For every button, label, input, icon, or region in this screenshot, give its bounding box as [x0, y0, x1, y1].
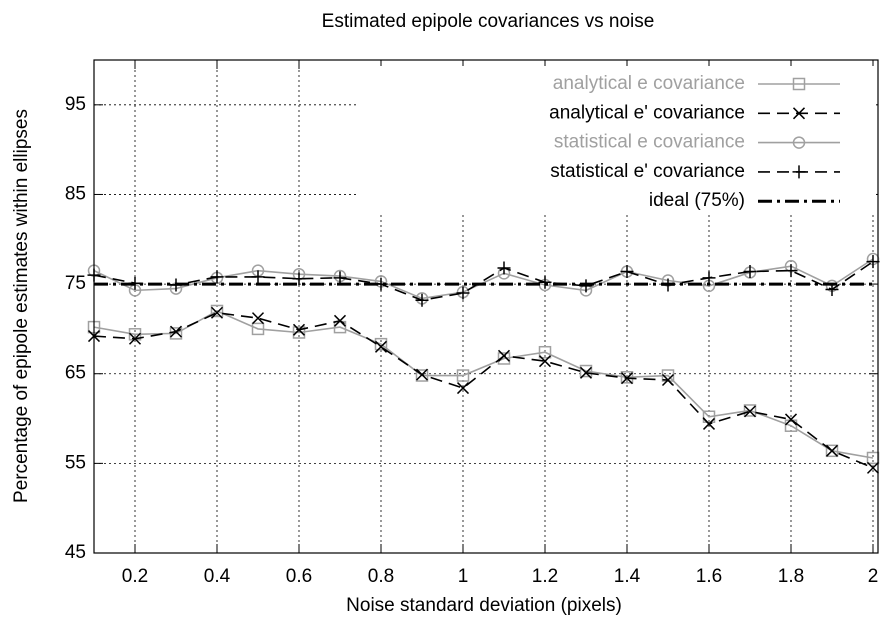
marker — [579, 366, 593, 379]
marker — [792, 107, 806, 120]
marker — [456, 369, 470, 382]
marker — [415, 293, 429, 307]
marker — [415, 369, 429, 382]
marker — [456, 286, 470, 300]
series-line — [93, 310, 874, 459]
legend-label: statistical e' covariance — [550, 161, 745, 182]
x-tick-label: 1.8 — [778, 566, 804, 587]
marker — [620, 265, 634, 279]
marker — [825, 444, 839, 458]
x-tick-label: 1 — [458, 566, 469, 587]
marker — [251, 322, 265, 336]
marker — [456, 382, 470, 395]
marker — [784, 413, 798, 426]
x-tick-label: 1.4 — [614, 566, 641, 587]
marker — [210, 270, 224, 284]
y-tick-label: 95 — [65, 94, 86, 115]
marker — [538, 275, 552, 289]
marker — [538, 355, 552, 368]
marker — [497, 352, 511, 365]
marker — [538, 345, 552, 359]
legend-label: ideal (75%) — [649, 190, 745, 211]
legend-label: analytical e' covariance — [549, 102, 745, 123]
marker — [702, 417, 716, 430]
marker — [792, 165, 806, 179]
marker — [169, 325, 183, 338]
series-line — [93, 311, 874, 469]
x-tick-label: 2 — [868, 566, 879, 587]
marker — [792, 77, 806, 91]
marker — [825, 444, 839, 457]
chart-title: Estimated epipole covariances vs noise — [322, 11, 655, 32]
legend-label: analytical e covariance — [553, 73, 745, 94]
marker — [743, 405, 757, 418]
marker — [497, 349, 511, 362]
marker — [743, 404, 757, 417]
marker — [792, 136, 806, 149]
marker — [210, 304, 224, 318]
x-axis-label: Noise standard deviation (pixels) — [346, 595, 622, 616]
marker — [210, 306, 224, 319]
y-tick-label: 45 — [65, 542, 86, 563]
marker — [743, 265, 757, 279]
y-tick-label: 65 — [65, 363, 86, 384]
marker — [333, 314, 347, 327]
x-tick-label: 0.6 — [286, 566, 312, 587]
marker — [169, 327, 183, 340]
marker — [579, 279, 593, 293]
x-tick-label: 1.2 — [532, 566, 558, 587]
y-tick-label: 85 — [65, 183, 86, 204]
legend-label: statistical e covariance — [554, 132, 745, 153]
marker — [251, 270, 265, 284]
marker — [702, 410, 716, 424]
y-tick-label: 55 — [65, 452, 86, 473]
marker — [497, 261, 511, 275]
marker — [128, 332, 142, 345]
marker — [333, 271, 347, 285]
marker — [784, 264, 798, 278]
marker — [620, 372, 634, 385]
x-tick-label: 0.2 — [122, 566, 148, 587]
x-tick-label: 0.8 — [368, 566, 394, 587]
y-axis-label: Percentage of epipole estimates within e… — [11, 109, 32, 503]
x-tick-label: 1.6 — [696, 566, 722, 587]
marker — [579, 364, 593, 378]
y-tick-label: 75 — [65, 273, 86, 294]
marker — [866, 255, 880, 269]
marker — [374, 340, 388, 353]
marker — [292, 272, 306, 286]
marker — [661, 373, 675, 387]
series-line — [93, 261, 874, 302]
marker — [620, 371, 634, 384]
marker — [292, 326, 306, 339]
marker — [415, 368, 429, 381]
marker — [292, 323, 306, 336]
marker — [251, 312, 265, 325]
marker — [866, 461, 880, 474]
legend-background — [356, 66, 876, 215]
x-tick-label: 0.4 — [204, 566, 231, 587]
marker — [702, 271, 716, 285]
plot-frame — [93, 59, 879, 554]
